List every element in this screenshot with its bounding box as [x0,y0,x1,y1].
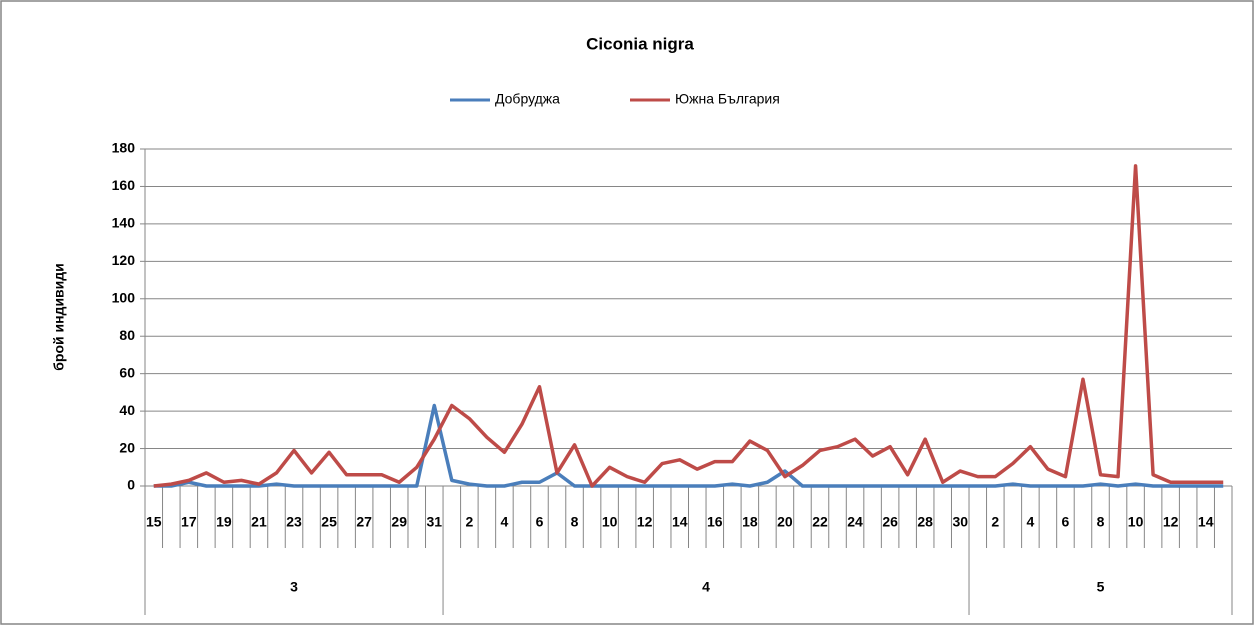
chart-title: Ciconia nigra [586,34,694,53]
x-tick-label: 6 [1062,514,1070,530]
group-label: 3 [290,579,298,595]
x-tick-label: 4 [1026,514,1034,530]
y-tick-label: 80 [119,327,135,343]
x-tick-label: 30 [952,514,968,530]
x-tick-label: 16 [707,514,723,530]
y-tick-label: 20 [119,439,135,455]
x-tick-label: 31 [426,514,442,530]
group-label: 4 [702,579,710,595]
group-label: 5 [1097,579,1105,595]
x-tick-label: 2 [465,514,473,530]
y-tick-label: 100 [112,289,136,305]
x-tick-label: 29 [391,514,407,530]
x-tick-label: 19 [216,514,232,530]
x-tick-label: 14 [672,514,688,530]
x-tick-label: 28 [917,514,933,530]
x-tick-label: 10 [1128,514,1144,530]
x-tick-label: 26 [882,514,898,530]
y-tick-label: 120 [112,252,136,268]
x-tick-label: 14 [1198,514,1214,530]
series-line [153,164,1224,488]
y-tick-label: 140 [112,215,136,231]
x-tick-label: 15 [146,514,162,530]
series-line [153,403,1224,488]
x-tick-label: 24 [847,514,863,530]
x-tick-label: 4 [501,514,509,530]
x-tick-label: 23 [286,514,302,530]
y-tick-label: 0 [127,477,135,493]
x-tick-label: 27 [356,514,372,530]
x-tick-label: 25 [321,514,337,530]
y-axis-label: брой индивиди [51,263,67,371]
x-tick-label: 12 [1163,514,1179,530]
x-tick-label: 6 [536,514,544,530]
x-tick-label: 20 [777,514,793,530]
x-tick-label: 8 [571,514,579,530]
y-tick-label: 60 [119,364,135,380]
x-tick-label: 17 [181,514,197,530]
legend-label: Добруджа [495,91,560,107]
y-tick-label: 180 [112,140,136,156]
x-tick-label: 12 [637,514,653,530]
x-tick-label: 2 [991,514,999,530]
y-tick-label: 40 [119,402,135,418]
x-tick-label: 18 [742,514,758,530]
x-tick-label: 8 [1097,514,1105,530]
y-tick-label: 160 [112,177,136,193]
x-tick-label: 10 [602,514,618,530]
x-tick-label: 21 [251,514,267,530]
legend-label: Южна България [675,91,780,107]
x-tick-label: 22 [812,514,828,530]
